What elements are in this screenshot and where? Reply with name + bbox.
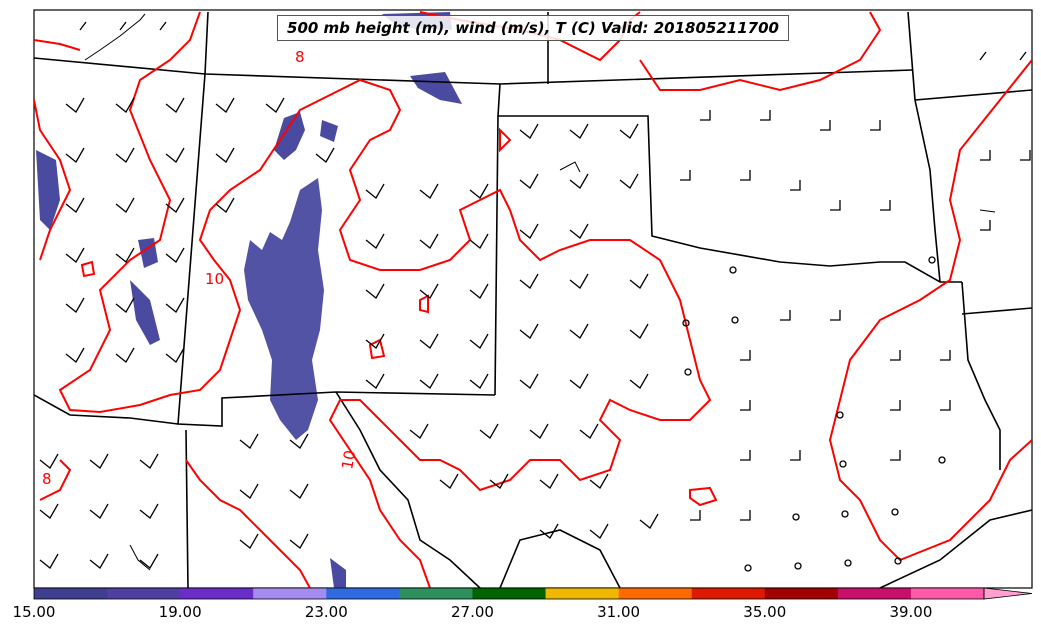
colorbar-segment [837, 588, 912, 599]
colorbar-segment [34, 588, 108, 599]
colorbar-segment [910, 588, 985, 599]
colorbar-segment [545, 588, 620, 599]
colorbar-segment [326, 588, 400, 599]
colorbar-segment [399, 588, 473, 599]
contour-label: 8 [42, 470, 52, 488]
colorbar-tick-label: 23.00 [304, 603, 348, 621]
colorbar-segment [253, 588, 327, 599]
contour-label: 8 [295, 48, 305, 66]
colorbar-segment [107, 588, 181, 599]
colorbar-tick-label: 39.00 [889, 603, 933, 621]
contour-label: 10 [205, 270, 224, 288]
colorbar-segment [618, 588, 693, 599]
map-frame [33, 9, 1033, 589]
colorbar-tick-label: 31.00 [597, 603, 641, 621]
map-title: 500 mb height (m), wind (m/s), T (C) Val… [277, 15, 789, 41]
colorbar-border [33, 587, 985, 600]
colorbar-tick-label: 15.00 [12, 603, 56, 621]
colorbar-tick-label: 19.00 [158, 603, 202, 621]
coastline [84, 13, 996, 571]
colorbar-segment [691, 588, 766, 599]
colorbar-tick-label: 27.00 [450, 603, 494, 621]
colorbar-extend-arrow [983, 587, 1033, 600]
colorbar [33, 587, 1033, 600]
colorbar-segment [764, 588, 839, 599]
wind-barbs [39, 21, 1031, 569]
state-boundaries [34, 11, 1032, 588]
contour-label: 10 [338, 449, 359, 471]
colorbar-segment [472, 588, 547, 599]
colorbar-segment [180, 588, 254, 599]
colorbar-tick-label: 35.00 [743, 603, 787, 621]
calm-wind-circles [682, 256, 946, 572]
